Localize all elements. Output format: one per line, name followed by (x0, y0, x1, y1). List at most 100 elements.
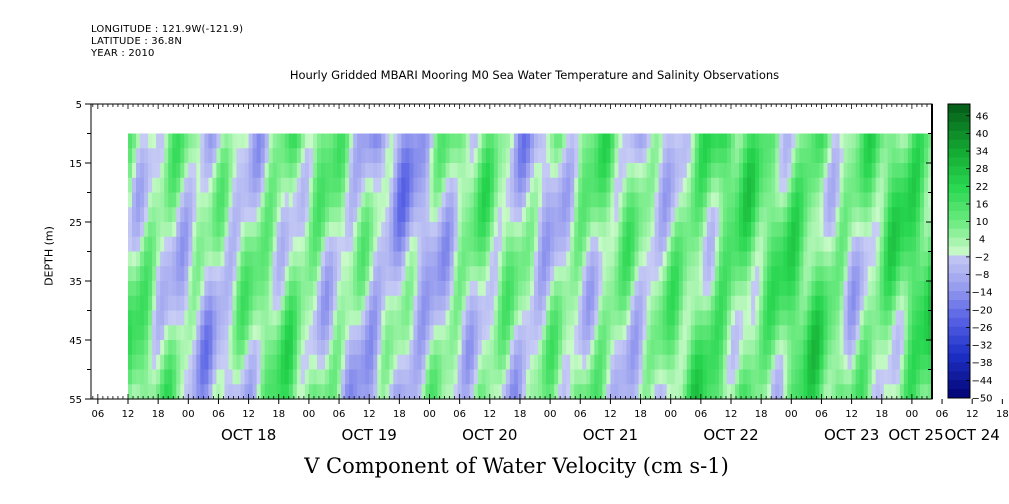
heatmap-cell (280, 384, 286, 400)
heatmap-cell (807, 281, 812, 297)
heatmap-cell (232, 148, 238, 164)
heatmap-cell (232, 133, 238, 149)
heatmap-cell (228, 192, 234, 208)
heatmap-cell (570, 340, 575, 356)
heatmap-cell (654, 325, 660, 341)
heatmap-cell (333, 354, 338, 371)
heatmap-cell (377, 310, 382, 326)
heatmap-cell (525, 207, 531, 223)
heatmap-cell (755, 177, 760, 194)
heatmap-cell (196, 354, 201, 371)
heatmap-cell (449, 354, 455, 371)
heatmap-cell (264, 354, 270, 371)
heatmap-cell (550, 236, 555, 253)
heatmap-cell (509, 325, 515, 341)
heatmap-cell (658, 163, 664, 179)
heatmap-cell (694, 295, 700, 312)
heatmap-cell (598, 384, 603, 400)
heatmap-cell (815, 354, 821, 371)
heatmap-cell (212, 354, 218, 371)
heatmap-cell (232, 354, 238, 371)
heatmap-cell (899, 163, 905, 179)
heatmap-cell (441, 310, 447, 326)
heatmap-cell (373, 295, 378, 312)
heatmap-cell (771, 325, 776, 341)
heatmap-cell (333, 192, 338, 208)
heatmap-cell (477, 281, 483, 297)
heatmap-cell (546, 236, 551, 253)
heatmap-cell (272, 251, 278, 267)
heatmap-cell (775, 207, 780, 223)
heatmap-cell (300, 295, 306, 312)
heatmap-cell (702, 369, 708, 385)
heatmap-cell (755, 192, 760, 208)
heatmap-cell (771, 369, 776, 385)
heatmap-cell (771, 354, 776, 371)
heatmap-cell (365, 310, 370, 326)
heatmap-cell (172, 310, 177, 326)
heatmap-cell (755, 384, 760, 400)
heatmap-cell (192, 310, 197, 326)
heatmap-cell (324, 133, 330, 149)
heatmap-cell (554, 177, 559, 194)
heatmap-cell (220, 163, 226, 179)
heatmap-cell (915, 295, 921, 312)
heatmap-cell (795, 266, 800, 282)
x-hour-label: 06 (212, 409, 225, 420)
heatmap-cell (534, 236, 539, 253)
heatmap-cell (521, 222, 527, 238)
heatmap-cell (658, 310, 664, 326)
heatmap-cell (714, 163, 720, 179)
heatmap-cell (300, 325, 306, 341)
heatmap-cell (586, 222, 591, 238)
heatmap-cell (256, 295, 262, 312)
heatmap-cell (859, 384, 865, 400)
heatmap-cell (276, 266, 282, 282)
heatmap-cell (128, 133, 133, 149)
heatmap-cell (429, 236, 435, 253)
heatmap-cell (140, 177, 145, 194)
heatmap-cell (152, 384, 157, 400)
heatmap-cell (803, 310, 808, 326)
heatmap-cell (735, 251, 740, 267)
heatmap-cell (907, 310, 913, 326)
heatmap-cell (497, 281, 503, 297)
heatmap-cell (501, 369, 507, 385)
heatmap-cell (184, 266, 189, 282)
heatmap-cell (618, 236, 624, 253)
heatmap-cell (369, 281, 374, 297)
heatmap-cell (148, 192, 153, 208)
heatmap-cell (397, 192, 402, 208)
heatmap-cell (192, 207, 197, 223)
heatmap-cell (666, 325, 672, 341)
heatmap-cell (457, 325, 463, 341)
heatmap-cell (726, 354, 732, 371)
heatmap-cell (288, 310, 294, 326)
heatmap-cell (891, 295, 897, 312)
heatmap-cell (425, 295, 431, 312)
x-hour-label: 00 (664, 409, 677, 420)
heatmap-cell (783, 192, 788, 208)
heatmap-cell (686, 207, 692, 223)
heatmap-cell (658, 133, 664, 149)
heatmap-cell (513, 281, 519, 297)
heatmap-cell (590, 325, 595, 341)
heatmap-cell (292, 266, 298, 282)
heatmap-cell (369, 384, 374, 400)
heatmap-cell (240, 133, 246, 149)
heatmap-cell (156, 251, 161, 267)
heatmap-cell (739, 251, 744, 267)
heatmap-cell (433, 369, 439, 385)
heatmap-cell (867, 222, 873, 238)
heatmap-cell (602, 163, 607, 179)
heatmap-cell (184, 325, 189, 341)
heatmap-cell (779, 369, 784, 385)
heatmap-cell (521, 384, 527, 400)
heatmap-cell (329, 207, 334, 223)
heatmap-cell (726, 222, 732, 238)
heatmap-cell (152, 192, 157, 208)
heatmap-cell (216, 222, 222, 238)
heatmap-cell (156, 192, 161, 208)
heatmap-cell (176, 207, 181, 223)
heatmap-cell (891, 236, 897, 253)
